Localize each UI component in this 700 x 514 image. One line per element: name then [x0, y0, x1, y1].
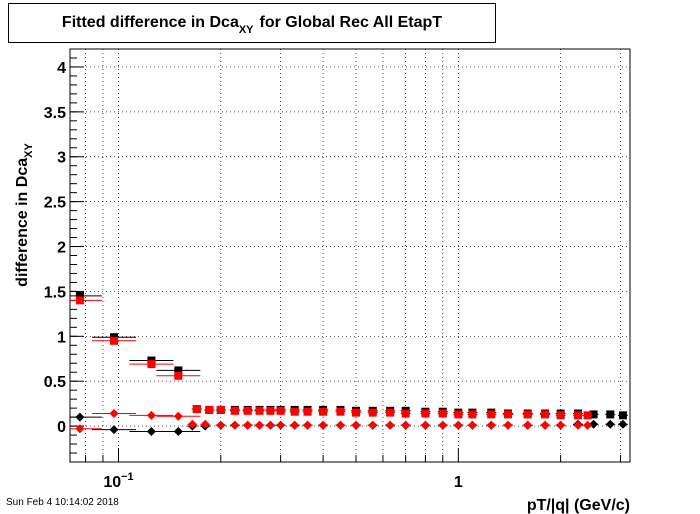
data-point-square [303, 407, 312, 416]
data-point-square [368, 408, 377, 417]
data-point-square [205, 405, 214, 414]
y-tick-label: 1.5 [44, 284, 66, 301]
data-point-square [454, 410, 463, 419]
x-tick-label: 1 [454, 474, 463, 491]
data-point-square [230, 406, 239, 415]
data-point-diamond [109, 409, 119, 419]
data-point-diamond [503, 420, 513, 430]
title-box [8, 3, 496, 43]
data-point-diamond [318, 420, 328, 430]
data-point-diamond [200, 419, 210, 429]
data-point-diamond [187, 419, 197, 429]
data-point-diamond [618, 419, 628, 429]
data-point-diamond [556, 420, 566, 430]
x-axis-label: pT/|q| (GeV/c) [527, 497, 630, 514]
data-point-diamond [467, 420, 477, 430]
y-tick-label: 3 [57, 150, 66, 167]
y-tick-label: 3.5 [44, 105, 66, 122]
data-point-square [618, 411, 627, 420]
data-point-diamond [335, 420, 345, 430]
data-point-square [75, 296, 84, 305]
plot-frame [69, 48, 631, 463]
data-point-diamond [109, 425, 119, 435]
data-point-square [174, 366, 183, 375]
data-point-diamond [540, 420, 550, 430]
data-point-diamond [589, 419, 599, 429]
y-tick-label: 1 [57, 329, 66, 346]
data-point-diamond [605, 419, 615, 429]
data-point-square [243, 406, 252, 415]
data-point-square [606, 410, 615, 419]
data-point-diamond [243, 420, 253, 430]
data-point-diamond [368, 420, 378, 430]
y-axis-label: difference in DcaXY [14, 143, 35, 287]
data-point-diamond [420, 420, 430, 430]
timestamp-label: Sun Feb 4 10:14:02 2018 [6, 497, 119, 508]
data-point-square [216, 405, 225, 414]
data-point-square [109, 336, 118, 345]
data-point-diamond [573, 420, 583, 430]
data-point-diamond [583, 420, 593, 430]
data-point-diamond [276, 420, 286, 430]
data-point-square [523, 410, 532, 419]
data-point-diamond [173, 426, 183, 436]
data-point-square [438, 409, 447, 418]
y-tick-label: 4 [57, 60, 66, 77]
data-point-square [290, 407, 299, 416]
tick-layer: 0 0.5 1 1.5 2 2.5 3 3.5 4 10−1 1 [44, 57, 621, 491]
data-point-square [352, 408, 361, 417]
data-point-square [556, 411, 565, 420]
chart-title: Fitted difference in DcaXY for Global Rec… [62, 14, 442, 36]
data-point-diamond [230, 420, 240, 430]
data-point-square [75, 291, 84, 300]
data-point-square [192, 405, 201, 414]
data-point-square [255, 406, 264, 415]
data-point-diamond [255, 420, 265, 430]
data-point-diamond [486, 420, 496, 430]
data-point-square [421, 409, 430, 418]
data-point-diamond [265, 420, 275, 430]
data-point-square [386, 408, 395, 417]
data-point-diamond [75, 412, 85, 422]
x-tick-label: 10−1 [103, 471, 133, 491]
data-point-square [276, 406, 285, 415]
data-point-square [147, 360, 156, 369]
y-tick-label: 0.5 [44, 374, 66, 391]
y-tick-label: 2 [57, 240, 66, 257]
data-point-diamond [303, 420, 313, 430]
data-point-square [541, 410, 550, 419]
data-point-square [487, 410, 496, 419]
data-point-square [503, 410, 512, 419]
data-point-diamond [146, 426, 156, 436]
data-point-square [589, 410, 598, 419]
data-point-diamond [173, 411, 183, 421]
data-point-diamond [75, 424, 85, 434]
data-point-diamond [438, 420, 448, 430]
data-point-diamond [146, 410, 156, 420]
data-point-square [319, 407, 328, 416]
data-point-diamond [290, 420, 300, 430]
data-point-square [583, 411, 592, 420]
data-layer [70, 291, 628, 436]
data-point-diamond [385, 420, 395, 430]
data-point-diamond [216, 420, 226, 430]
data-point-diamond [453, 420, 463, 430]
y-tick-label: 0 [57, 419, 66, 436]
data-point-diamond [401, 420, 411, 430]
data-point-square [468, 410, 477, 419]
data-point-square [336, 407, 345, 416]
data-point-square [401, 409, 410, 418]
data-point-square [574, 411, 583, 420]
data-point-diamond [351, 420, 361, 430]
grid-layer [70, 49, 630, 462]
data-point-diamond [523, 420, 533, 430]
data-point-square [266, 406, 275, 415]
data-point-square [174, 371, 183, 380]
y-tick-label: 2.5 [44, 195, 66, 212]
